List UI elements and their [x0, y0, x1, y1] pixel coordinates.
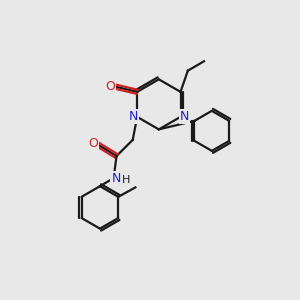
Text: N: N — [129, 110, 138, 123]
Text: H: H — [122, 175, 130, 184]
Text: O: O — [88, 137, 98, 150]
Text: N: N — [111, 172, 121, 184]
Text: O: O — [105, 80, 115, 93]
Text: N: N — [180, 110, 189, 123]
